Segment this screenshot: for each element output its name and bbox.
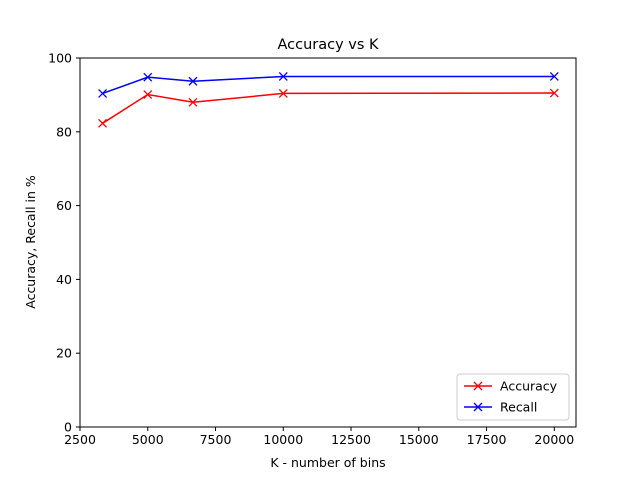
x-tick-label: 10000 xyxy=(263,432,303,447)
x-tick-label: 17500 xyxy=(467,432,507,447)
data-point-accuracy xyxy=(143,90,153,99)
y-tick-label: 60 xyxy=(56,198,72,213)
legend: Accuracy Recall xyxy=(456,373,570,421)
data-point-accuracy xyxy=(278,88,288,98)
y-tick-label: 40 xyxy=(56,272,72,287)
y-tick-label: 20 xyxy=(56,346,72,361)
series-line-recall xyxy=(102,75,555,95)
legend-marker xyxy=(473,381,483,391)
y-axis-label: Accuracy, Recall in % xyxy=(23,175,38,309)
y-tick-label: 100 xyxy=(48,51,72,66)
x-axis-label: K - number of bins xyxy=(270,455,385,470)
series-layer xyxy=(98,71,559,128)
data-point-recall xyxy=(143,72,153,82)
legend-label: Accuracy xyxy=(500,379,558,394)
x-tick-label: 15000 xyxy=(399,432,439,447)
axis-ticks: 2500 5000 7500 10000 12500 15000 17500 20000 0 20… xyxy=(48,51,574,448)
legend-item-recall: Recall xyxy=(464,400,537,415)
data-point-recall xyxy=(278,71,288,81)
series-accuracy xyxy=(98,88,559,128)
x-tick-label: 12500 xyxy=(331,432,371,447)
series-line-accuracy xyxy=(102,92,555,124)
legend-marker xyxy=(473,402,483,412)
x-tick-label: 2500 xyxy=(64,432,96,447)
data-point-recall xyxy=(98,88,108,98)
data-point-recall xyxy=(188,76,198,86)
plot-frame xyxy=(79,57,577,428)
x-tick-label: 5000 xyxy=(132,432,164,447)
y-tick-label: 0 xyxy=(64,420,72,435)
data-point-accuracy xyxy=(188,97,198,107)
data-point-accuracy xyxy=(549,88,559,98)
legend-label: Recall xyxy=(500,400,537,415)
x-tick-label: 7500 xyxy=(200,432,232,447)
data-point-recall xyxy=(549,71,559,81)
legend-item-accuracy: Accuracy xyxy=(464,379,558,394)
y-tick-label: 80 xyxy=(56,124,72,139)
chart-title: Accuracy vs K xyxy=(277,37,379,53)
x-tick-label: 20000 xyxy=(534,432,574,447)
series-recall xyxy=(98,71,559,98)
data-point-accuracy xyxy=(98,118,108,128)
